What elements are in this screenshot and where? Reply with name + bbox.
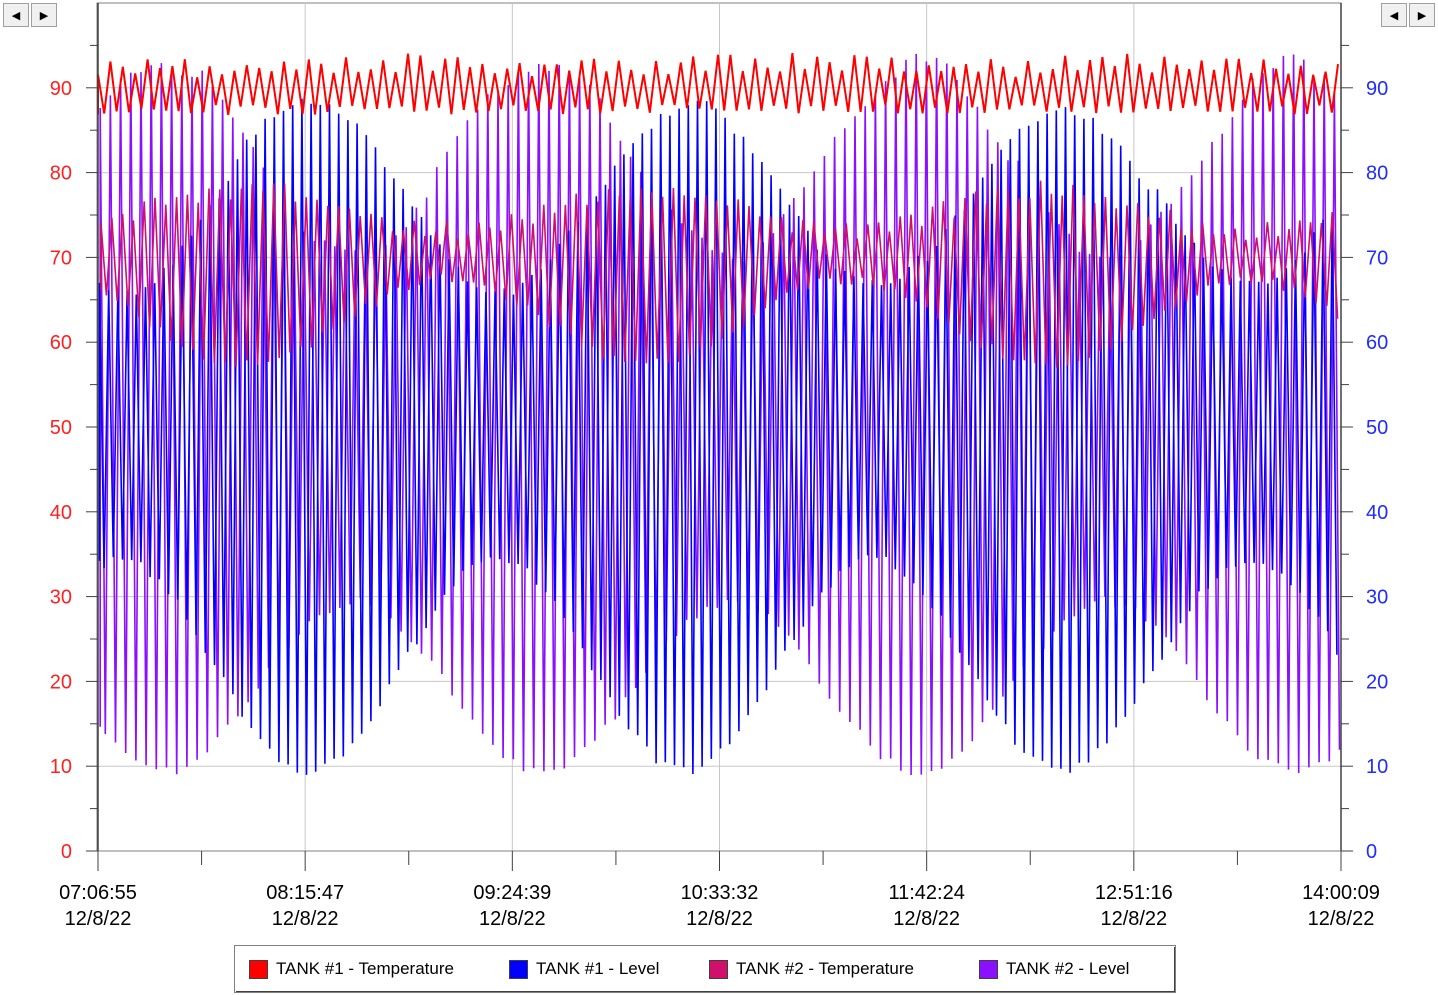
x-tick-label-time: 10:33:32 xyxy=(681,882,759,904)
legend-item-tank2-level[interactable]: TANK #2 - Level xyxy=(979,946,1129,992)
legend: TANK #1 - Temperature TANK #1 - Level TA… xyxy=(234,945,1176,993)
y-tick-label-right: 30 xyxy=(1366,587,1388,609)
legend-item-tank1-level[interactable]: TANK #1 - Level xyxy=(509,946,659,992)
x-tick-label-time: 09:24:39 xyxy=(473,882,551,904)
x-tick-label-date: 12/8/22 xyxy=(272,908,339,930)
y-tick-label-right: 20 xyxy=(1366,671,1388,693)
legend-label: TANK #2 - Level xyxy=(1006,959,1130,978)
y-tick-label-left: 40 xyxy=(50,502,72,524)
y-tick-label-right: 60 xyxy=(1366,332,1388,354)
x-tick-label-time: 07:06:55 xyxy=(59,882,137,904)
y-tick-label-right: 10 xyxy=(1366,756,1388,778)
y-tick-label-right: 0 xyxy=(1366,841,1377,863)
axes xyxy=(86,3,1353,871)
series-layer xyxy=(97,52,1341,776)
scroll-right-arrow-icon: ▶ xyxy=(1417,9,1427,22)
x-tick-label-date: 12/8/22 xyxy=(1308,908,1375,930)
x-tick-label-date: 12/8/22 xyxy=(479,908,546,930)
legend-swatch-tank2-temperature xyxy=(709,959,728,979)
x-tick-label-date: 12/8/22 xyxy=(686,908,753,930)
y-tick-label-left: 60 xyxy=(50,332,72,354)
y-tick-label-right: 50 xyxy=(1366,417,1388,439)
tick-labels: 0 10 20 30 40 50 60 70 80 90 0 10 20 30 40 50 60 70 80 90 07… xyxy=(50,78,1389,930)
y-tick-label-right: 40 xyxy=(1366,502,1388,524)
x-tick-label-date: 12/8/22 xyxy=(893,908,960,930)
y-tick-label-right: 80 xyxy=(1366,163,1388,185)
x-tick-label-date: 12/8/22 xyxy=(1100,908,1167,930)
y-tick-label-left: 80 xyxy=(50,163,72,185)
y-tick-label-right: 70 xyxy=(1366,247,1388,269)
y-tick-label-left: 70 xyxy=(50,247,72,269)
y-tick-label-left: 90 xyxy=(50,78,72,100)
scroll-left-arrow-icon: ◀ xyxy=(11,9,21,22)
legend-label: TANK #1 - Temperature xyxy=(276,959,454,978)
legend-label: TANK #2 - Temperature xyxy=(736,959,914,978)
legend-item-tank2-temperature[interactable]: TANK #2 - Temperature xyxy=(709,946,914,992)
legend-item-tank1-temperature[interactable]: TANK #1 - Temperature xyxy=(249,946,454,992)
left-scroll-left-button[interactable]: ◀ xyxy=(3,3,29,27)
y-tick-label-left: 30 xyxy=(50,587,72,609)
series-line-tank-1-temperature xyxy=(97,52,1339,115)
scroll-left-arrow-icon: ◀ xyxy=(1389,9,1399,22)
x-tick-label-time: 11:42:24 xyxy=(888,882,964,904)
y-tick-label-right: 90 xyxy=(1366,78,1388,100)
scroll-right-arrow-icon: ▶ xyxy=(39,9,49,22)
legend-swatch-tank1-temperature xyxy=(249,959,268,979)
series-line-tank-2-temperature xyxy=(100,180,1339,368)
legend-label: TANK #1 - Level xyxy=(536,959,660,978)
y-tick-label-left: 50 xyxy=(50,417,72,439)
x-tick-label-time: 12:51:16 xyxy=(1095,882,1173,904)
x-tick-label-time: 14:00:09 xyxy=(1302,882,1380,904)
legend-swatch-tank2-level xyxy=(979,959,998,979)
right-scroll-left-button[interactable]: ◀ xyxy=(1381,3,1407,27)
legend-swatch-tank1-level xyxy=(509,959,528,979)
y-tick-label-left: 0 xyxy=(61,841,72,863)
right-scroll-right-button[interactable]: ▶ xyxy=(1409,3,1435,27)
y-tick-label-left: 20 xyxy=(50,671,72,693)
y-tick-label-left: 10 xyxy=(50,756,72,778)
left-scroll-right-button[interactable]: ▶ xyxy=(31,3,57,27)
x-tick-label-time: 08:15:47 xyxy=(266,882,344,904)
series-line-tank-1-level xyxy=(98,98,1338,775)
x-tick-label-date: 12/8/22 xyxy=(65,908,132,930)
